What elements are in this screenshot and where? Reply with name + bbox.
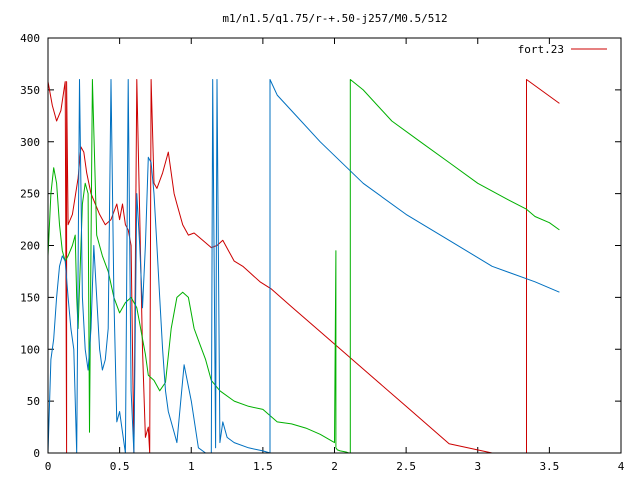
legend: fort.23 <box>518 43 607 56</box>
x-tick-label: 1.5 <box>253 460 273 473</box>
y-tick-label: 250 <box>20 188 40 201</box>
chart-title: m1/n1.5/q1.75/r-+.50-j257/M0.5/512 <box>222 12 447 25</box>
y-tick-label: 200 <box>20 240 40 253</box>
x-tick-label: 1 <box>188 460 195 473</box>
x-tick-label: 3.5 <box>539 460 559 473</box>
y-tick-label: 100 <box>20 343 40 356</box>
y-tick-label: 350 <box>20 84 40 97</box>
y-tick-label: 400 <box>20 32 40 45</box>
series-line-3 <box>47 79 560 454</box>
legend-label: fort.23 <box>518 43 564 56</box>
x-tick-label: 2.5 <box>396 460 416 473</box>
series-line-2 <box>47 79 560 454</box>
x-tick-label: 4 <box>618 460 625 473</box>
x-tick-label: 0 <box>45 460 52 473</box>
y-tick-label: 0 <box>33 447 40 460</box>
series-line-1 <box>47 79 560 454</box>
y-tick-label: 150 <box>20 291 40 304</box>
x-tick-label: 2 <box>331 460 338 473</box>
x-tick-label: 3 <box>474 460 481 473</box>
y-tick-label: 300 <box>20 136 40 149</box>
y-tick-label: 50 <box>27 395 40 408</box>
plot-frame <box>47 37 622 454</box>
axis-ticks: 0 0.5 1 1.5 2 2.5 3 3.5 4 0 50 100 150 200 250 300 350 40… <box>20 32 625 473</box>
series-layer <box>47 79 560 454</box>
x-tick-label: 0.5 <box>110 460 130 473</box>
